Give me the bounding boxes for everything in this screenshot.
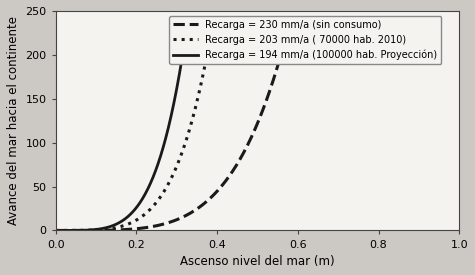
Recarga = 203 mm/a ( 70000 hab. 2010) bbox=[154, 200, 160, 204]
Y-axis label: Avance del mar hacia el continente: Avance del mar hacia el continente bbox=[7, 16, 20, 225]
Recarga = 194 mm/a (100000 hab. Proyección) bbox=[111, 224, 117, 227]
Recarga = 194 mm/a (100000 hab. Proyección) bbox=[76, 229, 82, 232]
Line: Recarga = 203 mm/a ( 70000 hab. 2010): Recarga = 203 mm/a ( 70000 hab. 2010) bbox=[56, 55, 207, 230]
Recarga = 203 mm/a ( 70000 hab. 2010) bbox=[204, 53, 210, 56]
X-axis label: Ascenso nivel del mar (m): Ascenso nivel del mar (m) bbox=[180, 255, 335, 268]
Recarga = 203 mm/a ( 70000 hab. 2010) bbox=[122, 224, 127, 227]
Recarga = 194 mm/a (100000 hab. Proyección) bbox=[181, 45, 187, 48]
Recarga = 230 mm/a (sin consumo) bbox=[202, 201, 208, 204]
Recarga = 230 mm/a (sin consumo) bbox=[277, 57, 283, 61]
Recarga = 203 mm/a ( 70000 hab. 2010) bbox=[53, 229, 59, 232]
Recarga = 230 mm/a (sin consumo) bbox=[111, 229, 116, 232]
Recarga = 194 mm/a (100000 hab. Proyección) bbox=[150, 177, 155, 180]
Recarga = 230 mm/a (sin consumo) bbox=[185, 213, 190, 216]
Recarga = 203 mm/a ( 70000 hab. 2010) bbox=[92, 229, 98, 232]
Recarga = 194 mm/a (100000 hab. Proyección) bbox=[139, 199, 144, 202]
Recarga = 194 mm/a (100000 hab. Proyección) bbox=[86, 229, 92, 232]
Recarga = 230 mm/a (sin consumo) bbox=[154, 224, 160, 227]
Recarga = 194 mm/a (100000 hab. Proyección) bbox=[53, 229, 59, 232]
Line: Recarga = 230 mm/a (sin consumo): Recarga = 230 mm/a (sin consumo) bbox=[56, 59, 280, 230]
Recarga = 203 mm/a ( 70000 hab. 2010) bbox=[80, 229, 86, 232]
Recarga = 203 mm/a ( 70000 hab. 2010) bbox=[142, 212, 148, 216]
Recarga = 230 mm/a (sin consumo) bbox=[53, 229, 59, 232]
Recarga = 194 mm/a (100000 hab. Proyección) bbox=[129, 211, 134, 215]
Recarga = 203 mm/a ( 70000 hab. 2010) bbox=[167, 180, 172, 183]
Legend: Recarga = 230 mm/a (sin consumo), Recarga = 203 mm/a ( 70000 hab. 2010), Recarga: Recarga = 230 mm/a (sin consumo), Recarg… bbox=[170, 16, 441, 64]
Line: Recarga = 194 mm/a (100000 hab. Proyección): Recarga = 194 mm/a (100000 hab. Proyecci… bbox=[56, 46, 184, 230]
Recarga = 230 mm/a (sin consumo) bbox=[221, 181, 227, 184]
Recarga = 230 mm/a (sin consumo) bbox=[93, 229, 98, 232]
